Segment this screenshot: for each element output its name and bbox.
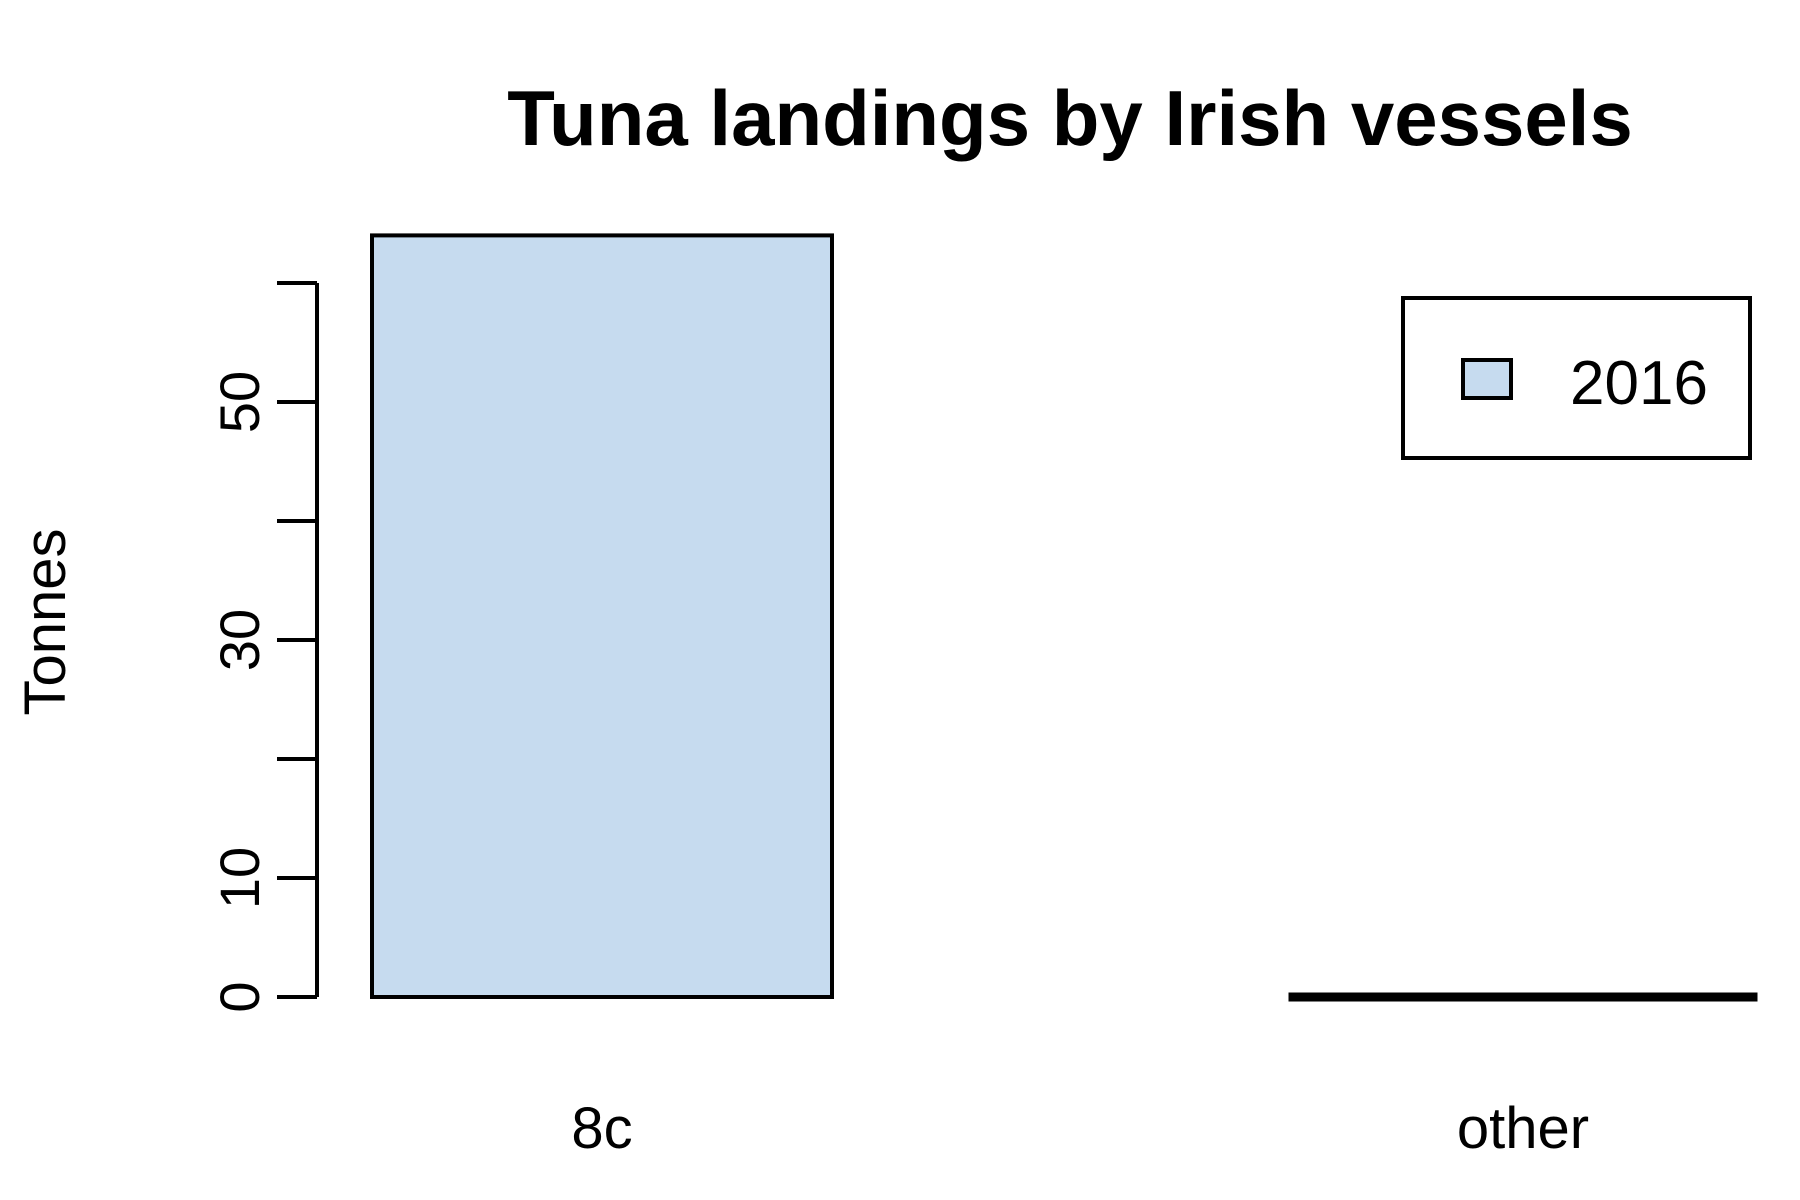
legend: 2016: [1401, 296, 1752, 460]
y-tick-label: 50: [208, 371, 271, 433]
bars: [370, 233, 1758, 1002]
y-tick-label: 0: [208, 981, 271, 1012]
y-axis-label: Tonnes: [13, 528, 78, 715]
y-tick-label: 30: [208, 609, 271, 671]
x-category-label: 8c: [571, 1096, 632, 1161]
bar-8c: [370, 233, 834, 999]
x-category-label: other: [1457, 1096, 1589, 1161]
legend-label: 2016: [1570, 349, 1708, 418]
legend-box: [1401, 296, 1752, 460]
chart-title: Tuna landings by Irish vessels: [507, 74, 1633, 162]
y-tick-label: 10: [208, 847, 271, 909]
legend-swatch: [1461, 358, 1513, 400]
y-axis: 0 10 30 50: [208, 281, 319, 1013]
x-axis-labels: 8c other: [571, 1096, 1589, 1161]
